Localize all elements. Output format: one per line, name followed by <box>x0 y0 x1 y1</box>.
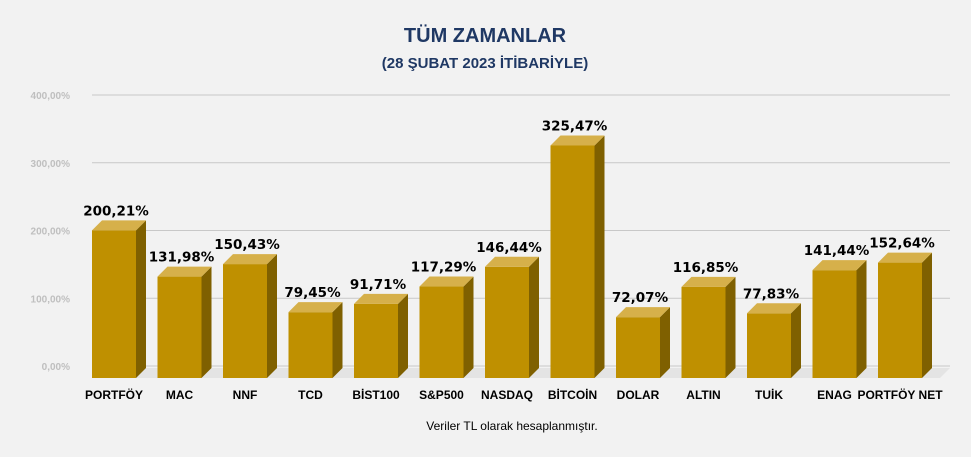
bar-side <box>529 256 539 378</box>
bar-side <box>922 252 932 378</box>
x-tick-label: TUİK <box>755 387 783 402</box>
bar-top <box>550 135 605 146</box>
data-label: 117,29% <box>411 260 477 276</box>
bar: 141,44% <box>804 243 870 378</box>
data-label: 200,21% <box>83 203 149 219</box>
bar-side <box>791 303 801 378</box>
bar-front <box>681 286 726 378</box>
data-label: 72,07% <box>612 290 669 306</box>
bar: 77,83% <box>743 286 801 378</box>
chart-subtitle: (28 ŞUBAT 2023 İTİBARİYLE) <box>382 55 588 72</box>
bar-top <box>288 302 343 313</box>
bar-top <box>812 260 867 271</box>
x-tick-label: NASDAQ <box>481 388 533 402</box>
bar-top <box>354 293 408 304</box>
bar-top <box>747 303 801 314</box>
data-label: 325,47% <box>542 118 608 134</box>
chart-title: TÜM ZAMANLAR <box>404 24 567 47</box>
bar-top <box>485 256 539 267</box>
bar-side <box>725 276 736 378</box>
bar: 325,47% <box>542 118 608 378</box>
bar-side <box>267 254 277 378</box>
bar-front <box>288 312 333 378</box>
x-tick-label: ENAG <box>817 388 852 402</box>
bar-front <box>354 303 398 378</box>
x-tick-label: BİST100 <box>352 387 400 402</box>
x-tick-label: PORTFÖY <box>85 387 143 402</box>
footnote: Veriler TL olarak hesaplanmıştır. <box>426 419 597 433</box>
bar: 72,07% <box>612 290 670 378</box>
data-label: 146,44% <box>476 240 542 256</box>
bar: 200,21% <box>83 203 149 378</box>
bar-top <box>681 276 736 287</box>
x-tick-label: TCD <box>298 388 323 402</box>
bar: 150,43% <box>214 237 280 378</box>
bar-front <box>92 230 136 378</box>
bar-top <box>616 307 670 318</box>
data-label: 79,45% <box>284 285 341 301</box>
bar-top <box>419 276 474 287</box>
bar-front <box>616 317 660 378</box>
bar: 152,64% <box>869 236 935 378</box>
data-label: 152,64% <box>869 236 935 252</box>
bar-top <box>878 252 932 263</box>
bar: 91,71% <box>350 277 408 378</box>
bar-side <box>201 266 212 378</box>
data-label: 116,85% <box>673 260 739 276</box>
y-tick-label: 0,00% <box>42 362 70 373</box>
x-tick-label: ALTIN <box>686 388 720 402</box>
x-tick-label: BİTCOİN <box>548 387 597 402</box>
bar-side <box>463 276 474 378</box>
bar-side <box>856 260 867 378</box>
data-label: 150,43% <box>214 237 280 253</box>
x-tick-label: DOLAR <box>617 388 660 402</box>
bar-side <box>332 302 343 378</box>
x-axis: PORTFÖY MAC NNF TCD BİST100 S&P500 NASDAQ BİTCO… <box>85 387 943 402</box>
bar: 117,29% <box>411 260 477 378</box>
bar-side <box>398 293 408 378</box>
y-tick-label: 200,00% <box>31 227 71 238</box>
y-axis: 0,00% 100,00% 200,00% 300,00% 400,00% <box>31 91 71 373</box>
bar-top <box>157 266 212 277</box>
bar-side <box>660 307 670 378</box>
bar-front <box>157 276 202 378</box>
bar: 146,44% <box>476 240 542 378</box>
data-label: 77,83% <box>743 286 800 302</box>
bar-front <box>485 266 529 378</box>
y-tick-label: 100,00% <box>31 294 71 305</box>
bar-front <box>878 262 922 378</box>
x-tick-label: MAC <box>166 388 194 402</box>
bar-side <box>136 220 146 378</box>
bar: 131,98% <box>149 250 215 378</box>
bar-top <box>223 254 277 265</box>
bar: 79,45% <box>284 285 343 378</box>
bar-front <box>419 286 464 378</box>
bar-front <box>747 313 791 378</box>
bar-top <box>92 220 146 231</box>
bar-front <box>223 264 267 378</box>
x-tick-label: PORTFÖY NET <box>857 387 943 402</box>
bar: 116,85% <box>673 260 739 378</box>
bar-front <box>812 270 857 378</box>
bar-side <box>594 135 605 378</box>
data-label: 91,71% <box>350 277 407 293</box>
data-label: 131,98% <box>149 250 215 266</box>
data-label: 141,44% <box>804 243 870 259</box>
y-tick-label: 400,00% <box>31 91 71 102</box>
bars: 200,21% 131,98%150,43% 79,45% 91,71%117,29%… <box>83 118 935 378</box>
y-tick-label: 300,00% <box>31 159 71 170</box>
x-tick-label: NNF <box>233 388 258 402</box>
x-tick-label: S&P500 <box>419 388 464 402</box>
bar-front <box>550 145 595 378</box>
